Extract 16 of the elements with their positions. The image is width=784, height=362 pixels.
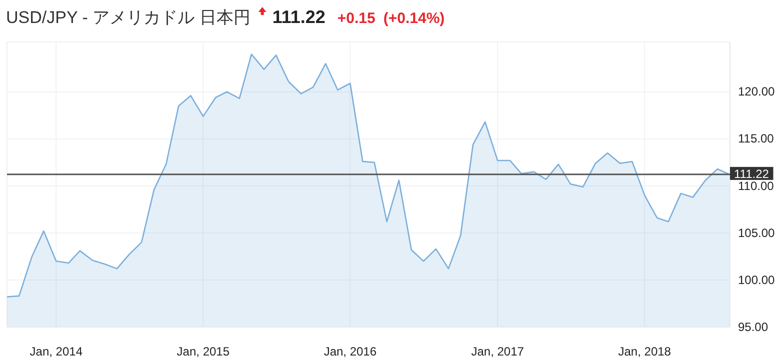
x-tick-label: Jan, 2014 (30, 344, 83, 359)
y-tick-label: 120.00 (738, 84, 776, 99)
y-tick-label: 100.00 (738, 272, 776, 287)
text: (+0.14%) (383, 10, 445, 27)
x-tick-label: Jan, 2016 (324, 344, 377, 359)
x-tick-label: Jan, 2017 (471, 344, 524, 359)
chart-title: USD/JPY - アメリカドル 日本円 (6, 8, 250, 27)
y-tick-label: 105.00 (738, 226, 776, 240)
y-tick-label: 115.00 (738, 132, 774, 146)
x-tick-label: Jan, 2018 (618, 344, 672, 359)
y-tick-label: 110.00 (738, 178, 774, 193)
x-tick-label: Jan, 2015 (176, 344, 230, 359)
y-tick-label: 95.00 (738, 320, 768, 334)
ref-line-label: 111.22 (734, 166, 770, 181)
text: +0.15 (337, 10, 376, 27)
text: 111.22 (272, 7, 326, 27)
